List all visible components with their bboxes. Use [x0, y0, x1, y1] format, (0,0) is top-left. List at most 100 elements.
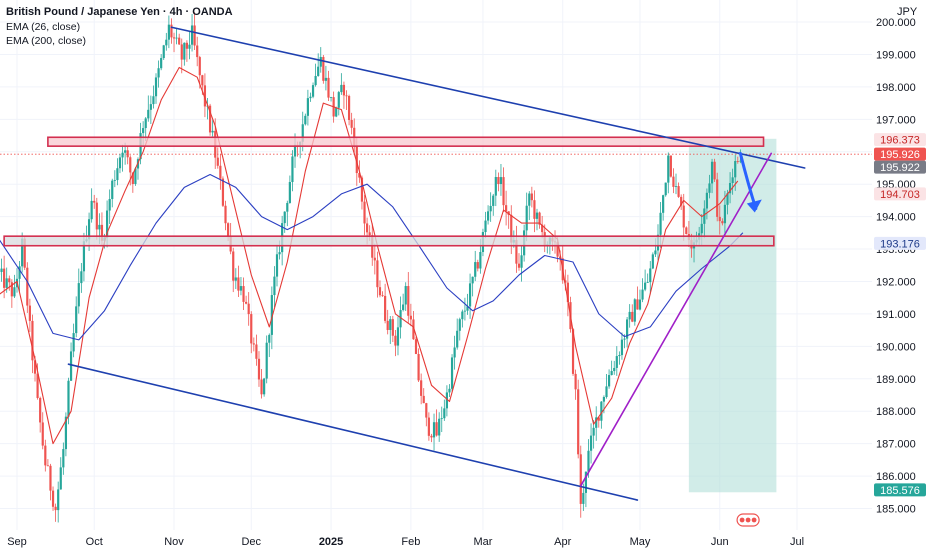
- candle: [420, 373, 423, 405]
- event-dot[interactable]: [751, 517, 757, 523]
- candlestick-series: [0, 12, 742, 523]
- price-tick-label: 197.000: [876, 114, 916, 126]
- candle-body: [528, 193, 531, 206]
- candle-body: [26, 267, 29, 306]
- candle-body: [95, 202, 98, 230]
- candle-body: [342, 84, 346, 96]
- candle: [499, 164, 503, 196]
- candle-body: [5, 278, 8, 288]
- candle: [409, 303, 412, 327]
- candle: [18, 260, 21, 293]
- candle-body: [499, 177, 503, 185]
- candle-body: [57, 489, 60, 511]
- candle: [662, 194, 665, 221]
- ema-slow-legend[interactable]: EMA (200, close): [6, 35, 86, 47]
- candle: [8, 275, 11, 291]
- candle-body: [399, 310, 402, 328]
- price-tick-label: 187.000: [876, 439, 916, 451]
- projection-arrowhead[interactable]: [746, 199, 762, 213]
- candle: [710, 158, 714, 194]
- candle: [44, 439, 47, 472]
- candle-body: [87, 219, 91, 240]
- ema-fast-legend[interactable]: EMA (26, close): [6, 20, 81, 33]
- candle-body: [613, 367, 616, 372]
- candle: [402, 293, 405, 312]
- candle: [610, 360, 613, 376]
- candle-body: [80, 271, 83, 284]
- candle: [167, 15, 170, 49]
- candle: [232, 247, 235, 293]
- candle: [51, 486, 55, 511]
- candle-body: [443, 408, 446, 419]
- candle-body: [641, 289, 644, 300]
- candle: [373, 243, 376, 275]
- ascending-support-line[interactable]: [579, 152, 773, 487]
- candle: [162, 44, 165, 60]
- candle-body: [190, 25, 194, 45]
- candle: [463, 297, 467, 321]
- time-tick-label: May: [630, 536, 651, 548]
- candle-body: [713, 161, 716, 180]
- candle-body: [178, 37, 181, 45]
- candle-body: [404, 286, 407, 305]
- lower-channel-line[interactable]: [67, 363, 639, 501]
- candle-body: [165, 39, 168, 46]
- price-axis[interactable]: JPY185.000186.000187.000188.000189.00019…: [872, 0, 932, 550]
- candle: [674, 173, 678, 195]
- candle: [185, 40, 189, 62]
- support-zone[interactable]: [3, 235, 775, 247]
- candle: [152, 85, 155, 109]
- time-axis[interactable]: Sep Oct Nov Dec 2025 Feb Mar Apr May Jun Jul: [0, 530, 932, 550]
- drawings-foreground[interactable]: [3, 26, 806, 527]
- candle: [736, 156, 739, 164]
- candle-body: [278, 252, 281, 255]
- candle-body: [517, 263, 521, 268]
- candle-body: [620, 339, 624, 356]
- event-dot[interactable]: [745, 517, 751, 523]
- candle-body: [458, 319, 461, 331]
- candle-body: [376, 260, 379, 288]
- candle: [347, 94, 351, 126]
- candle-body: [245, 301, 248, 304]
- candle-body: [124, 150, 127, 153]
- candle-body: [631, 311, 634, 322]
- symbol-title[interactable]: British Pound / Japanese Yen · 4h · OAND…: [6, 6, 233, 18]
- candle: [600, 401, 603, 429]
- candle: [445, 385, 449, 417]
- candle-body: [265, 342, 268, 379]
- candle: [224, 200, 227, 231]
- candle-body: [394, 335, 397, 346]
- candle: [579, 445, 582, 518]
- candle-body: [152, 96, 155, 105]
- candle: [592, 420, 595, 449]
- resistance-zone[interactable]: [47, 136, 765, 147]
- candle-body: [121, 152, 124, 158]
- candle: [396, 316, 400, 356]
- event-dot[interactable]: [739, 517, 745, 523]
- price-label: 194.703: [874, 187, 926, 201]
- candle-body: [226, 223, 230, 237]
- candle: [404, 282, 407, 311]
- candle: [69, 342, 73, 381]
- candle-body: [31, 320, 34, 361]
- candle: [515, 225, 518, 273]
- candle-body: [705, 192, 709, 209]
- candle-body: [8, 278, 11, 283]
- candle: [391, 315, 394, 343]
- candle: [322, 55, 325, 84]
- candle: [363, 194, 366, 236]
- candle-body: [605, 386, 608, 398]
- currency-unit-label[interactable]: JPY: [897, 6, 918, 18]
- candle: [566, 274, 569, 317]
- candle-body: [126, 150, 129, 158]
- candle-body: [396, 327, 400, 346]
- candle: [517, 253, 521, 271]
- candle-body: [360, 177, 364, 202]
- candle: [644, 269, 647, 292]
- price-label: 195.922: [874, 160, 926, 174]
- upper-channel-line[interactable]: [170, 26, 806, 169]
- candle-body: [445, 392, 449, 409]
- candle-body: [345, 95, 348, 97]
- candle: [203, 73, 207, 118]
